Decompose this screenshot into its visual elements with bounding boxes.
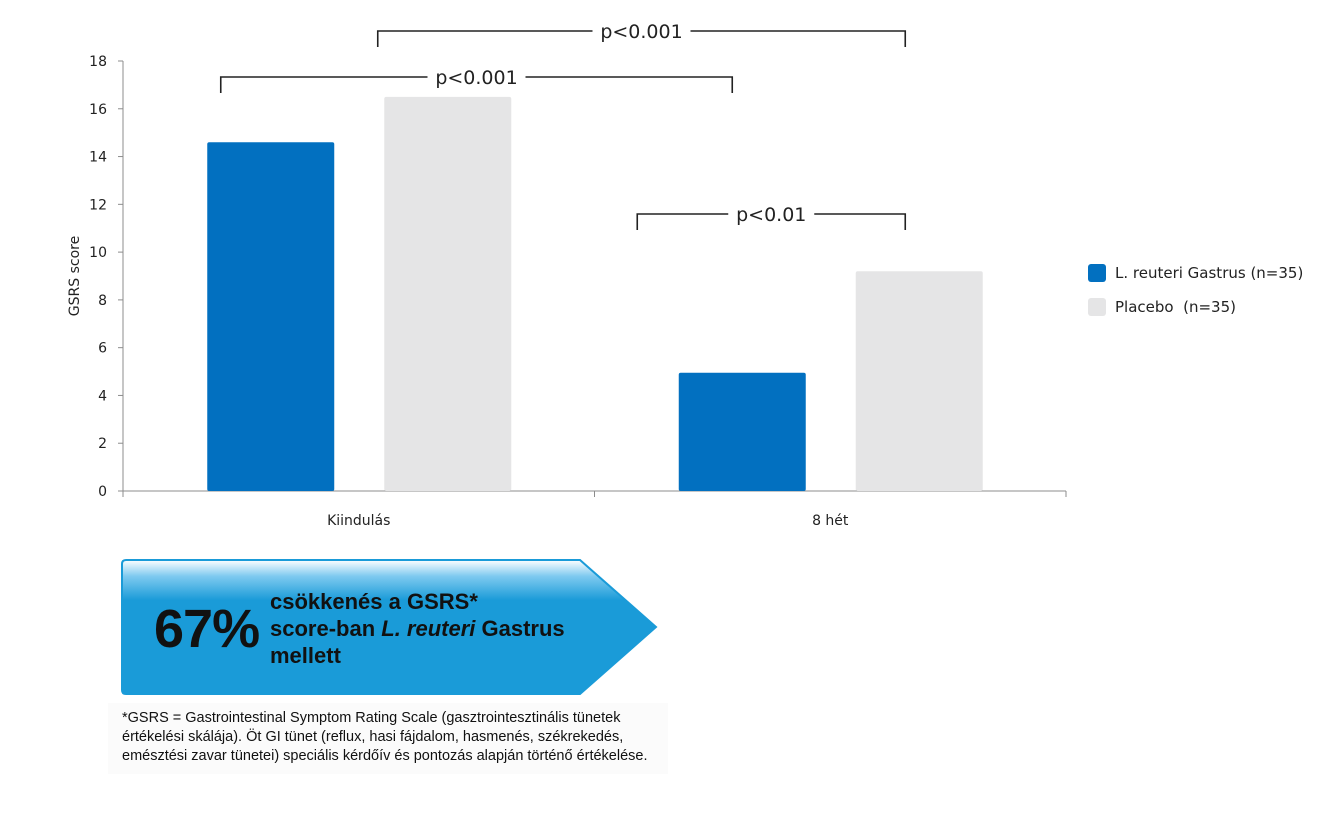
legend-label-placebo: Placebo (n=35) bbox=[1115, 298, 1236, 316]
y-tick-label: 14 bbox=[89, 150, 107, 166]
y-tick-label: 8 bbox=[98, 293, 107, 309]
y-tick-label: 18 bbox=[89, 54, 107, 70]
y-tick-label: 0 bbox=[98, 484, 107, 500]
significance-label-bg bbox=[592, 19, 691, 43]
y-tick-label: 2 bbox=[98, 436, 107, 452]
result-callout: 67% csökkenés a GSRS* score-ban L. reute… bbox=[120, 558, 662, 696]
significance-label-bg bbox=[728, 202, 815, 226]
bar bbox=[855, 271, 983, 491]
callout-line-2-italic: L. reuteri bbox=[381, 616, 476, 641]
y-tick-label: 6 bbox=[98, 341, 107, 357]
callout-text: csökkenés a GSRS* score-ban L. reuteri G… bbox=[270, 588, 620, 669]
callout-line-3: mellett bbox=[270, 643, 341, 668]
bar bbox=[207, 142, 335, 491]
significance-label: p<0.001 bbox=[600, 21, 682, 43]
bar-chart: 0 2 4 6 8 10 12 14 16 18 Kiindulás 8 hét GSRS score p… bbox=[67, 19, 1067, 529]
significance-label: p<0.01 bbox=[736, 204, 806, 226]
y-tick-label: 10 bbox=[89, 245, 107, 261]
legend-label-lreuteri: L. reuteri Gastrus (n=35) bbox=[1115, 264, 1304, 282]
y-tick-label: 4 bbox=[98, 388, 107, 404]
callout-line-2-post: Gastrus bbox=[475, 616, 565, 641]
callout-arrow-shape bbox=[121, 559, 658, 695]
legend-swatch-lreuteri bbox=[1088, 264, 1106, 282]
callout-line-2-pre: score-ban bbox=[270, 616, 382, 641]
bar bbox=[678, 372, 806, 491]
callout-percent: 67% bbox=[154, 599, 260, 659]
bar bbox=[384, 96, 512, 491]
y-tick-label: 16 bbox=[89, 102, 107, 118]
callout-line-2: score-ban L. reuteri Gastrus bbox=[270, 615, 620, 642]
legend-item-placebo: Placebo (n=35) bbox=[1088, 296, 1303, 318]
callout-line-1: csökkenés a GSRS* bbox=[270, 589, 478, 614]
x-tick-label: 8 hét bbox=[812, 513, 849, 529]
significance-label-bg bbox=[427, 65, 526, 89]
y-axis-label: GSRS score bbox=[67, 236, 83, 316]
legend-swatch-placebo bbox=[1088, 298, 1106, 316]
legend-item-lreuteri: L. reuteri Gastrus (n=35) bbox=[1088, 262, 1303, 284]
chart-legend: L. reuteri Gastrus (n=35) Placebo (n=35) bbox=[1088, 262, 1303, 330]
footnote: *GSRS = Gastrointestinal Symptom Rating … bbox=[108, 703, 668, 774]
x-tick-label: Kiindulás bbox=[327, 513, 390, 529]
y-tick-label: 12 bbox=[89, 197, 107, 213]
significance-label: p<0.001 bbox=[435, 67, 517, 89]
